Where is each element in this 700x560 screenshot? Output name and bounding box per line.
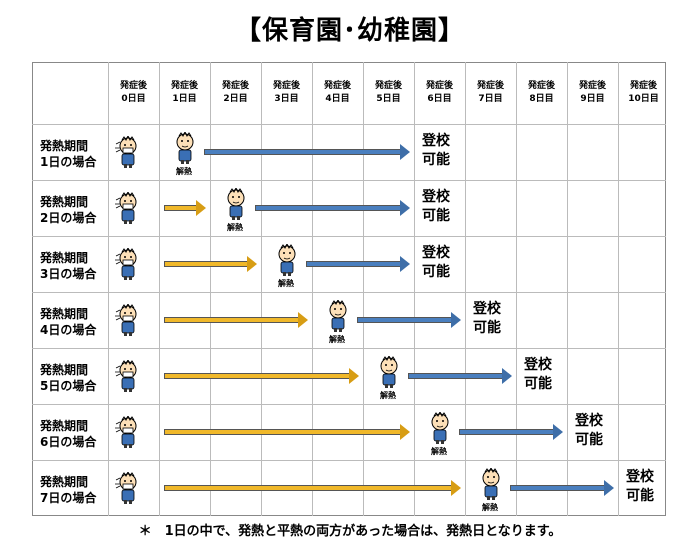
- day-header: 発症後 8日目: [527, 81, 555, 104]
- recovery-period-arrow: [255, 200, 410, 216]
- recovery-period-arrow: [306, 256, 410, 272]
- fever-end-label: 解熱: [227, 223, 243, 232]
- recovery-period-arrow: [408, 368, 512, 384]
- fever-period-arrow: [164, 368, 359, 384]
- fever-period-arrow: [164, 312, 308, 328]
- return-allowed-label: 登校 可能: [626, 469, 654, 504]
- row-label: 発熱期間 1日の場合: [40, 139, 97, 169]
- day-header: 発症後 4日目: [323, 81, 351, 104]
- fever-end-label: 解熱: [176, 167, 192, 176]
- footnote: ＊ 1日の中で、発熱と平熱の両方があった場合は、発熱日となります。: [138, 524, 562, 539]
- fever-period-arrow: [164, 256, 257, 272]
- grid-row-line: [32, 124, 666, 125]
- row-label: 発熱期間 2日の場合: [40, 195, 97, 225]
- recovery-period-arrow: [510, 480, 614, 496]
- recovered-child-icon: [375, 354, 403, 388]
- day-header: 発症後 7日目: [476, 81, 504, 104]
- grid-row-line: [32, 180, 666, 181]
- recovered-child-icon: [171, 130, 199, 164]
- recovered-child-icon: [477, 466, 505, 500]
- recovery-period-arrow: [357, 312, 461, 328]
- fever-end-label: 解熱: [329, 335, 345, 344]
- row-label: 発熱期間 7日の場合: [40, 475, 97, 505]
- fever-period-arrow: [164, 480, 461, 496]
- day-header: 発症後 0日目: [119, 81, 147, 104]
- day-header: 発症後 9日目: [578, 81, 606, 104]
- grid-column-line: [159, 62, 160, 516]
- sick-child-icon: [114, 246, 142, 280]
- sick-child-icon: [114, 470, 142, 504]
- grid-row-line: [32, 236, 666, 237]
- grid-column-line: [312, 62, 313, 516]
- sick-child-icon: [114, 302, 142, 336]
- day-header: 発症後 10日目: [628, 81, 659, 104]
- return-allowed-label: 登校 可能: [422, 133, 450, 168]
- row-label: 発熱期間 4日の場合: [40, 307, 97, 337]
- recovered-child-icon: [426, 410, 454, 444]
- sick-child-icon: [114, 414, 142, 448]
- recovered-child-icon: [222, 186, 250, 220]
- fever-end-label: 解熱: [380, 391, 396, 400]
- recovery-period-arrow: [204, 144, 410, 160]
- recovered-child-icon: [273, 242, 301, 276]
- grid-column-line: [261, 62, 262, 516]
- fever-end-label: 解熱: [278, 279, 294, 288]
- grid-row-line: [32, 348, 666, 349]
- sick-child-icon: [114, 134, 142, 168]
- recovered-child-icon: [324, 298, 352, 332]
- return-allowed-label: 登校 可能: [575, 413, 603, 448]
- grid-row-line: [32, 460, 666, 461]
- grid-column-line: [516, 62, 517, 516]
- return-allowed-label: 登校 可能: [422, 245, 450, 280]
- grid-column-line: [465, 62, 466, 516]
- grid-column-line: [210, 62, 211, 516]
- fever-period-arrow: [164, 200, 206, 216]
- return-allowed-label: 登校 可能: [473, 301, 501, 336]
- sick-child-icon: [114, 358, 142, 392]
- day-header: 発症後 1日目: [170, 81, 198, 104]
- day-header: 発症後 6日目: [425, 81, 453, 104]
- grid-column-line: [414, 62, 415, 516]
- grid-column-line: [618, 62, 619, 516]
- row-label: 発熱期間 6日の場合: [40, 419, 97, 449]
- day-header: 発症後 2日目: [221, 81, 249, 104]
- grid-column-line: [108, 62, 109, 516]
- return-allowed-label: 登校 可能: [422, 189, 450, 224]
- grid-row-line: [32, 404, 666, 405]
- day-header: 発症後 3日目: [272, 81, 300, 104]
- fever-end-label: 解熱: [482, 503, 498, 512]
- page-title: 【保育園･幼稚園】: [234, 16, 465, 46]
- schedule-grid: [32, 62, 666, 516]
- recovery-period-arrow: [459, 424, 563, 440]
- fever-period-arrow: [164, 424, 410, 440]
- sick-child-icon: [114, 190, 142, 224]
- row-label: 発熱期間 5日の場合: [40, 363, 97, 393]
- day-header: 発症後 5日目: [374, 81, 402, 104]
- fever-end-label: 解熱: [431, 447, 447, 456]
- return-allowed-label: 登校 可能: [524, 357, 552, 392]
- grid-row-line: [32, 292, 666, 293]
- row-label: 発熱期間 3日の場合: [40, 251, 97, 281]
- grid-column-line: [363, 62, 364, 516]
- grid-column-line: [567, 62, 568, 516]
